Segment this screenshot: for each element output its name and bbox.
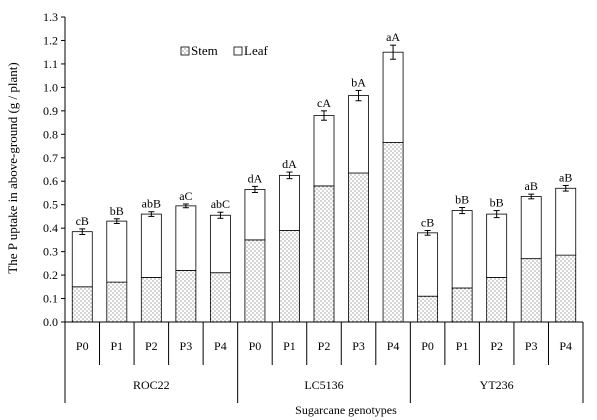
- bar-segment-leaf: [209, 214, 231, 274]
- bar-segment-stem: [279, 230, 300, 323]
- bar-segment-stem: [417, 295, 439, 323]
- y-tick-label: 0.3: [43, 245, 58, 259]
- bar-segment-stem: [451, 287, 473, 323]
- bar-segment-leaf: [175, 205, 197, 271]
- bar-annotation: aA: [386, 30, 400, 44]
- bar-segment-stem: [244, 239, 266, 323]
- x-tick-label: P2: [318, 339, 331, 353]
- x-tick-label: P0: [421, 339, 434, 353]
- bar-annotation: aC: [179, 189, 192, 203]
- x-axis-label: Sugarcane genotypes: [295, 403, 397, 417]
- legend-label-stem: Stem: [191, 43, 218, 58]
- bar-segment-stem: [71, 286, 93, 323]
- bar-segment-leaf: [382, 51, 404, 143]
- y-tick-label: 0.0: [43, 315, 58, 329]
- bar-annotation: bB: [490, 196, 504, 210]
- bar-annotation: aB: [525, 179, 538, 193]
- bar-annotation: cB: [421, 216, 434, 230]
- y-tick-label: 0.1: [43, 292, 58, 306]
- y-tick-label: 1.0: [43, 80, 58, 94]
- y-axis-label: The P uptake in above-ground (g / plant): [5, 62, 20, 273]
- y-axis: 0.0 0.1 0.2 0.3 0.4 0.5 0.6 0.7 0.8 0.9 1.0 1.1 1.2 1…: [43, 10, 66, 329]
- bar-annotation: dA: [248, 171, 263, 185]
- bar-segment-leaf: [486, 213, 508, 278]
- x-tick-label: P2: [145, 339, 158, 353]
- x-group-label: ROC22: [133, 378, 170, 392]
- bar-annotation: cA: [317, 96, 331, 110]
- y-tick-label: 0.6: [43, 174, 58, 188]
- legend: Stem Leaf: [180, 43, 268, 58]
- y-tick-label: 0.5: [43, 198, 58, 212]
- x-tick-label: P3: [525, 339, 538, 353]
- bar-segment-leaf: [71, 231, 93, 288]
- x-group-label: YT236: [480, 378, 514, 392]
- bar-annotation: abC: [211, 197, 230, 211]
- bar-segment-stem: [175, 269, 197, 323]
- bar-segment-leaf: [451, 210, 473, 289]
- bars-layer: cB bB abB aC abC dA dA cA bA aA cB bB bB aB aB: [71, 30, 577, 323]
- bar-segment-stem: [520, 258, 542, 323]
- legend-swatch-stem: [180, 46, 190, 56]
- y-tick-label: 1.1: [43, 57, 58, 71]
- y-tick-label: 0.9: [43, 104, 58, 118]
- bar-annotation: aB: [559, 170, 572, 184]
- bar-annotation: dA: [282, 157, 297, 171]
- x-tick-label: P2: [490, 339, 503, 353]
- bar-segment-stem: [486, 277, 508, 323]
- x-tick-label: P1: [110, 339, 123, 353]
- bar-segment-leaf: [520, 196, 542, 260]
- x-tick-label: P3: [180, 339, 193, 353]
- bar-segment-stem: [555, 254, 577, 323]
- bar-segment-leaf: [555, 187, 577, 256]
- x-tick-label: P4: [387, 339, 400, 353]
- bar-annotation: abB: [142, 197, 161, 211]
- y-tick-label: 0.2: [43, 268, 58, 282]
- bar-segment-stem: [140, 277, 162, 323]
- x-tick-label: P1: [283, 339, 296, 353]
- bar-segment-stem: [209, 272, 231, 323]
- bar-segment-leaf: [348, 95, 369, 174]
- x-tick-label: P0: [249, 339, 262, 353]
- y-tick-label: 0.4: [43, 221, 58, 235]
- bar-annotation: bB: [455, 193, 469, 207]
- y-tick-label: 0.7: [43, 151, 58, 165]
- x-tick-label: P3: [352, 339, 365, 353]
- bar-segment-leaf: [244, 189, 266, 241]
- bar-segment-stem: [106, 281, 128, 323]
- x-tick-label: P4: [559, 339, 572, 353]
- bar-annotation: bA: [351, 75, 366, 89]
- x-axis: P0 P1 P2 P3 P4 ROC22 P0 P1 P2 P3 P4 LC5136 P0 P1 P2 P3 P…: [64, 321, 584, 403]
- bar-annotation: cB: [76, 214, 89, 228]
- bar-segment-stem: [313, 185, 335, 323]
- x-group-label: LC5136: [304, 378, 343, 392]
- y-tick-label: 0.8: [43, 127, 58, 141]
- y-tick-label: 1.3: [43, 10, 58, 24]
- bar-segment-leaf: [279, 174, 300, 231]
- bar-segment-stem: [382, 142, 404, 323]
- x-tick-label: P4: [214, 339, 227, 353]
- bar-segment-stem: [348, 172, 369, 323]
- x-tick-label: P0: [76, 339, 89, 353]
- bar-segment-leaf: [417, 232, 439, 297]
- bar-segment-leaf: [313, 115, 335, 187]
- bar-annotation: bB: [110, 204, 124, 218]
- legend-swatch-leaf: [233, 46, 243, 56]
- legend-label-leaf: Leaf: [244, 43, 268, 58]
- bar-segment-leaf: [106, 220, 128, 283]
- x-tick-label: P1: [456, 339, 469, 353]
- y-tick-label: 1.2: [43, 33, 58, 47]
- bar-segment-leaf: [140, 213, 162, 278]
